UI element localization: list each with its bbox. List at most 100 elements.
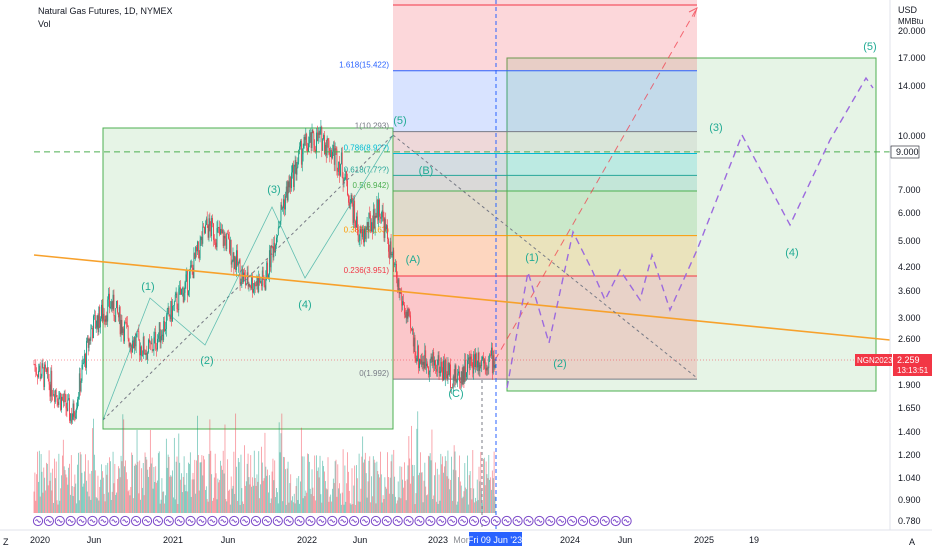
volume-bar	[364, 459, 365, 513]
candle	[490, 354, 491, 356]
volume-bar	[83, 483, 85, 513]
tag-price: 2.259	[897, 355, 920, 365]
corner-right-label[interactable]: A	[909, 537, 916, 547]
candle	[448, 363, 450, 375]
candle	[149, 339, 150, 343]
wave-event-icon	[56, 519, 63, 523]
candle	[483, 359, 485, 364]
volume-bar	[101, 471, 103, 513]
candle	[102, 313, 104, 321]
volume-bar	[330, 494, 332, 513]
candle	[213, 223, 214, 240]
candle	[427, 363, 428, 368]
candle	[406, 311, 408, 319]
candle	[446, 374, 448, 379]
volume-bar	[34, 472, 36, 513]
volume-bar	[347, 452, 348, 513]
volume-bar	[232, 485, 234, 513]
candle	[303, 137, 305, 149]
volume-bar	[324, 481, 326, 513]
candle	[369, 212, 371, 215]
candle	[46, 368, 47, 373]
candle	[350, 195, 352, 202]
volume-bar	[77, 464, 78, 513]
candle	[293, 166, 295, 187]
volume-bar	[374, 462, 376, 513]
volume-bar	[99, 486, 101, 513]
time-tick: 2024	[560, 535, 580, 545]
volume-bar	[384, 477, 386, 513]
volume-bar	[379, 477, 380, 513]
candle	[47, 367, 49, 380]
candle	[267, 262, 269, 278]
price-axis[interactable]: 20.000 17.000 14.000 10.000 7.000 6.000 5.000 4…	[34, 0, 932, 530]
volume-bar	[235, 413, 237, 513]
volume-bar	[399, 466, 401, 513]
volume-bar	[191, 479, 193, 513]
candle	[474, 354, 475, 367]
volume-bar	[207, 501, 209, 513]
volume-bar	[252, 485, 254, 513]
volume-bar	[425, 486, 427, 513]
volume-bar	[418, 475, 420, 513]
candle	[407, 309, 409, 319]
candle	[69, 398, 70, 421]
time-tick: Mon	[453, 535, 471, 545]
volume-bar	[307, 453, 308, 513]
volume-bar	[296, 478, 298, 513]
volume-bar	[91, 470, 93, 513]
volume-bar	[394, 476, 396, 513]
corner-left-label[interactable]: Z	[3, 537, 9, 547]
volume-bar	[115, 494, 117, 513]
candle	[380, 216, 381, 219]
price-tick: 2.600	[898, 334, 921, 344]
price-tick: 1.400	[898, 427, 921, 437]
volume-bar	[208, 453, 210, 513]
volume-bar	[485, 461, 487, 513]
candle	[419, 359, 421, 364]
volume-bar	[368, 460, 370, 513]
volume-bar	[264, 432, 266, 513]
volume-bar	[386, 488, 388, 513]
candle	[132, 340, 133, 352]
volume-bar	[253, 450, 255, 513]
volume-bar	[196, 460, 197, 513]
candle	[372, 222, 373, 232]
time-axis[interactable]: 2020 Jun 2021 Jun 2022 Jun 2023 Mon 2024 Jun 2025 1…	[0, 529, 932, 546]
volume-bar	[121, 461, 123, 513]
wave-label: (B)	[419, 165, 434, 177]
candle	[141, 346, 142, 356]
candle	[357, 229, 359, 242]
volume-bar	[156, 482, 157, 513]
candle	[331, 150, 332, 159]
event-icons[interactable]	[32, 515, 632, 527]
volume-bar	[410, 483, 412, 513]
volume-bar	[94, 454, 95, 513]
candle	[288, 181, 290, 188]
volume-bar	[375, 503, 377, 513]
candle	[84, 353, 86, 363]
wave-event-icon	[231, 519, 238, 523]
candle	[384, 219, 386, 238]
volume-bar	[468, 475, 470, 513]
volume-bar	[249, 484, 251, 513]
candle	[402, 301, 404, 306]
candle	[201, 237, 203, 244]
volume-bar	[260, 484, 261, 513]
volume-bar	[168, 456, 170, 513]
time-tick: 2022	[297, 535, 317, 545]
candle	[389, 241, 391, 259]
volume-bar	[197, 415, 198, 513]
volume-bar	[171, 476, 173, 513]
tag-symbol: NGN2023	[857, 356, 893, 365]
candle	[173, 305, 174, 307]
volume-bar	[153, 466, 155, 513]
candle	[324, 144, 326, 154]
volume-bar	[241, 488, 243, 513]
volume-bar	[66, 477, 68, 513]
volume-bar	[466, 489, 467, 513]
volume-bar	[269, 503, 271, 513]
candle	[268, 274, 269, 278]
volume-bar	[136, 429, 138, 513]
